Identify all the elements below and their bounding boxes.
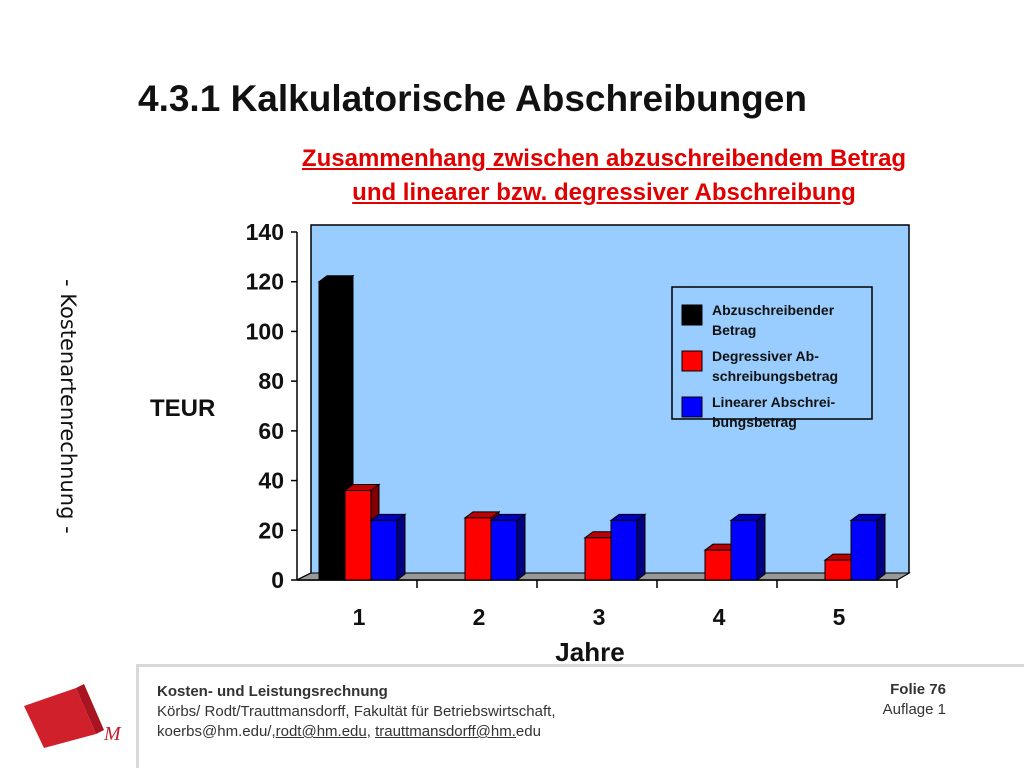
subtitle-line-1: Zusammenhang zwischen abzuschreibendem B…: [301, 145, 907, 172]
y-tick-label: 60: [258, 418, 284, 444]
legend-swatch: [681, 396, 703, 418]
subtitle-line-2: und linearer bzw. degressiver Abschreibu…: [352, 179, 856, 206]
bar: [704, 549, 732, 581]
bar-side: [756, 513, 766, 581]
x-tick-label: 2: [473, 604, 486, 630]
footer-authors: Körbs/ Rodt/Trauttmansdorff, Fakultät fü…: [157, 703, 556, 720]
x-tick-label: 5: [833, 604, 846, 630]
x-tick-label: 1: [353, 604, 366, 630]
x-axis-title: Jahre: [555, 637, 624, 667]
email-separator: ,: [366, 723, 376, 740]
bar: [464, 517, 492, 581]
footer-course: Kosten- und Leistungsrechnung: [157, 683, 388, 700]
y-tick-label: 40: [258, 468, 284, 494]
bar-side: [876, 513, 886, 581]
legend-label: Abzuschreibender: [712, 302, 835, 318]
chart-subtitle: Zusammenhang zwischen abzuschreibendem B…: [224, 142, 984, 210]
y-tick-label: 20: [258, 517, 284, 543]
x-tick-label: 4: [713, 604, 726, 630]
y-tick-label: 120: [246, 269, 284, 295]
bar: [850, 519, 878, 581]
y-tick-label: 80: [258, 368, 284, 394]
legend-label: Betrag: [712, 322, 756, 338]
bar: [730, 519, 758, 581]
legend-swatch: [681, 350, 703, 372]
legend-swatch: [681, 304, 703, 326]
bar: [824, 559, 852, 581]
bar-side: [636, 513, 646, 581]
slide-title: 4.3.1 Kalkulatorische Abschreibungen: [138, 78, 807, 119]
bar-side: [516, 513, 526, 581]
slide-number: Folie 76: [890, 681, 946, 698]
footer-divider-horizontal: [136, 664, 1024, 667]
email-domain-suffix: edu: [515, 723, 541, 740]
bar: [370, 519, 398, 581]
y-axis-title: TEUR: [150, 395, 215, 422]
hm-logo-icon: M: [24, 684, 122, 748]
bar: [344, 490, 372, 581]
y-tick-label: 0: [271, 567, 284, 593]
bar-side: [396, 513, 406, 581]
legend-label: Degressiver Ab-: [712, 348, 819, 364]
bar: [490, 519, 518, 581]
legend-label: schreibungsbetrag: [712, 368, 838, 384]
bar: [610, 519, 638, 581]
footer-info: Kosten- und Leistungsrechnung Körbs/ Rod…: [157, 682, 556, 742]
edition: Auflage 1: [882, 701, 946, 718]
email-trauttmansdorff-link[interactable]: trauttmansdorff@hm.: [375, 723, 516, 740]
y-tick-label: 100: [246, 318, 284, 344]
footer-slide-info: Folie 76 Auflage 1: [883, 680, 946, 720]
email-rodt-link[interactable]: rodt@hm.edu: [275, 723, 367, 740]
footer-emails: koerbs@hm.edu/,rodt@hm.edu, trauttmansdo…: [157, 722, 556, 742]
email-koerbs: koerbs@hm.edu/,: [157, 723, 276, 740]
bar: [318, 281, 346, 581]
legend: [671, 286, 873, 420]
x-tick-label: 3: [593, 604, 606, 630]
bar: [584, 537, 612, 581]
y-tick-label: 140: [246, 219, 284, 245]
svg-text:M: M: [103, 723, 122, 745]
legend-label: bungsbetrag: [712, 414, 797, 430]
legend-label: Linearer Abschrei-: [712, 394, 836, 410]
footer-divider-vertical: [136, 664, 139, 768]
